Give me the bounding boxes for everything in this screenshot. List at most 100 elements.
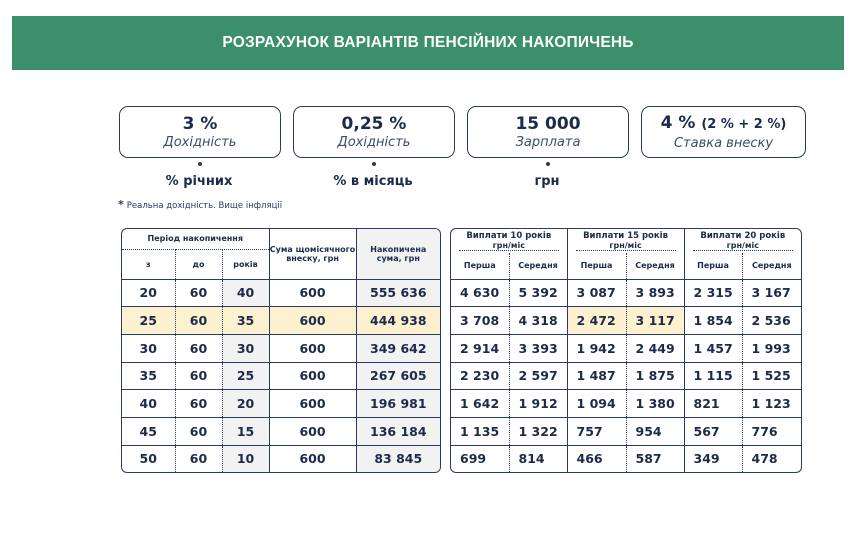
- cell: 587: [626, 444, 685, 472]
- cell-to: 60: [175, 361, 223, 390]
- cell-monthly: 600: [269, 278, 357, 307]
- col-first: Перша: [451, 253, 510, 279]
- cell-accum: 83 845: [356, 444, 440, 472]
- cell-years: 10: [222, 444, 270, 472]
- cell: 3 708: [451, 306, 510, 335]
- table-row: 35 60 25 600 267 605: [122, 361, 440, 390]
- cell: 1 993: [742, 333, 801, 363]
- group-title: Виплати 10 років: [466, 231, 552, 241]
- cell: 4 318: [509, 306, 568, 335]
- cell: 466: [567, 444, 627, 472]
- cell: 821: [684, 389, 743, 418]
- table-row: 50 60 10 600 83 845: [122, 444, 440, 472]
- cell: 3 167: [742, 278, 801, 307]
- cell: 1 457: [684, 333, 743, 363]
- cell-accum: 136 184: [356, 416, 440, 446]
- table-row: 20 60 40 600 555 636: [122, 278, 440, 307]
- cell: 1 135: [451, 416, 510, 446]
- box-label: Дохідність: [163, 134, 237, 150]
- table-row: 30 60 30 600 349 642: [122, 333, 440, 363]
- box-value: 3 %: [182, 113, 218, 134]
- cell: 1 094: [567, 389, 627, 418]
- cell: 699: [451, 444, 510, 472]
- cell: 1 123: [742, 389, 801, 418]
- cell: 757: [567, 416, 627, 446]
- box-value-line: 4 % (2 % + 2 %): [661, 113, 787, 135]
- cell: 1 854: [684, 306, 743, 335]
- cell-monthly: 600: [269, 361, 357, 390]
- cell-to: 60: [175, 444, 223, 472]
- cell: 954: [626, 416, 685, 446]
- cell: 3 893: [626, 278, 685, 307]
- cell-from: 50: [122, 444, 176, 472]
- cell-years: 20: [222, 389, 270, 418]
- footnote: * Реальна дохідність. Вище інфляції: [118, 198, 282, 211]
- cell: 1 380: [626, 389, 685, 418]
- cell-years: 35: [222, 306, 270, 335]
- cell: 2 597: [509, 361, 568, 390]
- cell-years: 25: [222, 361, 270, 390]
- group-20-header: Виплати 20 років грн/міс: [684, 229, 801, 253]
- group-10-header: Виплати 10 років грн/міс: [451, 229, 568, 253]
- cell-monthly: 600: [269, 389, 357, 418]
- group-unit: грн/міс: [692, 241, 794, 251]
- footnote-text: Реальна дохідність. Вище інфляції: [126, 201, 283, 211]
- page-title: РОЗРАХУНОК ВАРІАНТІВ ПЕНСІЙНИХ НАКОПИЧЕН…: [222, 34, 634, 51]
- box-label: Зарплата: [515, 134, 581, 150]
- cell: 5 392: [509, 278, 568, 307]
- cell-to: 60: [175, 278, 223, 307]
- cell-highlighted: 2 472: [567, 306, 627, 335]
- cell-accum: 267 605: [356, 361, 440, 390]
- cell: 3 393: [509, 333, 568, 363]
- table-row: 2 230 2 597 1 487 1 875 1 115 1 525: [451, 361, 801, 390]
- col-avg: Середня: [626, 253, 685, 279]
- cell-to: 60: [175, 389, 223, 418]
- cell: 567: [684, 416, 743, 446]
- col-avg: Середня: [509, 253, 568, 279]
- connector-dot: [546, 162, 550, 166]
- cell-to: 60: [175, 306, 223, 335]
- cell-from: 40: [122, 389, 176, 418]
- cell: 349: [684, 444, 743, 472]
- group-15-header: Виплати 15 років грн/міс: [567, 229, 685, 253]
- cell: 2 536: [742, 306, 801, 335]
- box-label: Ставка внеску: [673, 135, 774, 151]
- cell-years: 40: [222, 278, 270, 307]
- box-value: 15 000: [515, 113, 581, 134]
- col-from: з: [122, 249, 176, 279]
- box-unit: грн: [534, 174, 560, 189]
- table-row: 4 630 5 392 3 087 3 893 2 315 3 167: [451, 278, 801, 307]
- cell: 3 087: [567, 278, 627, 307]
- col-avg: Середня: [752, 261, 792, 271]
- cell-from: 45: [122, 416, 176, 446]
- cell: 776: [742, 416, 801, 446]
- cell-accum: 444 938: [356, 306, 440, 335]
- cell-accum: 349 642: [356, 333, 440, 363]
- group-title: Виплати 20 років: [700, 231, 786, 241]
- table-row: 45 60 15 600 136 184: [122, 416, 440, 446]
- cell: 2 230: [451, 361, 510, 390]
- cell: 4 630: [451, 278, 510, 307]
- box-unit: % річних: [165, 174, 233, 189]
- table-row: 699 814 466 587 349 478: [451, 444, 801, 472]
- cell: 1 487: [567, 361, 627, 390]
- header-banner: РОЗРАХУНОК ВАРІАНТІВ ПЕНСІЙНИХ НАКОПИЧЕН…: [12, 16, 844, 70]
- cell-to: 60: [175, 416, 223, 446]
- cell-monthly: 600: [269, 416, 357, 446]
- cell-accum: 555 636: [356, 278, 440, 307]
- connector-dot: [198, 162, 202, 166]
- cell-monthly: 600: [269, 444, 357, 472]
- table-row: 3 708 4 318 2 472 3 117 1 854 2 536: [451, 306, 801, 335]
- accumulation-table: Період накопичення Сума щомісячного внес…: [121, 228, 441, 473]
- table-row: 1 135 1 322 757 954 567 776: [451, 416, 801, 446]
- group-unit: грн/міс: [459, 241, 559, 251]
- table-row-highlighted: 25 60 35 600 444 938: [122, 306, 440, 335]
- box-unit: % в місяць: [333, 174, 413, 189]
- cell-monthly: 600: [269, 333, 357, 363]
- box-value: 4 %: [660, 112, 696, 133]
- monthly-header: Сума щомісячного внеску, грн: [269, 229, 357, 279]
- table-row: 1 642 1 912 1 094 1 380 821 1 123: [451, 389, 801, 418]
- cell-from: 20: [122, 278, 176, 307]
- cell: 1 912: [509, 389, 568, 418]
- cell: 2 449: [626, 333, 685, 363]
